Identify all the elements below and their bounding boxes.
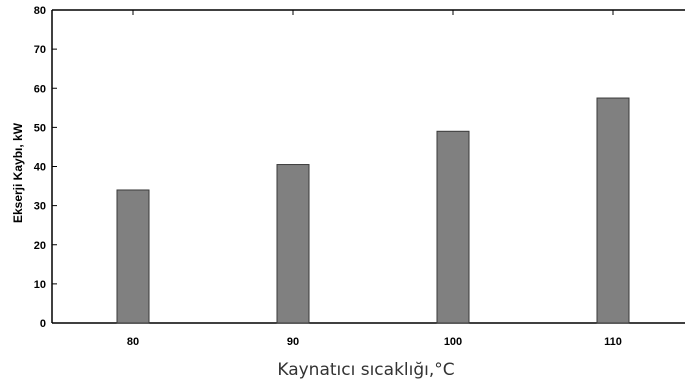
y-tick-label: 0 — [40, 318, 46, 330]
x-tick-label: 110 — [604, 336, 622, 348]
bar-110 — [596, 97, 630, 324]
x-tick-label: 100 — [444, 336, 462, 348]
bars — [116, 97, 630, 324]
x-tick-label: 80 — [127, 336, 139, 348]
x-tick-label: 90 — [287, 336, 299, 348]
x-axis-ticks: 80 90 100 110 — [127, 10, 622, 348]
bar-90 — [276, 164, 310, 324]
y-tick-label: 40 — [34, 162, 46, 174]
bar-80 — [116, 189, 150, 324]
y-tick-label: 20 — [34, 240, 46, 252]
y-tick-label: 70 — [34, 44, 46, 56]
y-axis-ticks: 0 10 20 30 40 50 60 70 80 — [34, 5, 57, 330]
x-axis-title: Kaynatıcı sıcaklığı,°C — [277, 360, 454, 380]
y-tick-label: 80 — [34, 5, 46, 17]
bar-100 — [436, 130, 470, 324]
y-tick-label: 30 — [34, 201, 46, 213]
y-tick-label: 50 — [34, 122, 46, 134]
y-tick-label: 10 — [34, 279, 46, 291]
y-axis-title: Ekserji Kaybı, kW — [11, 122, 25, 223]
y-tick-label: 60 — [34, 83, 46, 95]
